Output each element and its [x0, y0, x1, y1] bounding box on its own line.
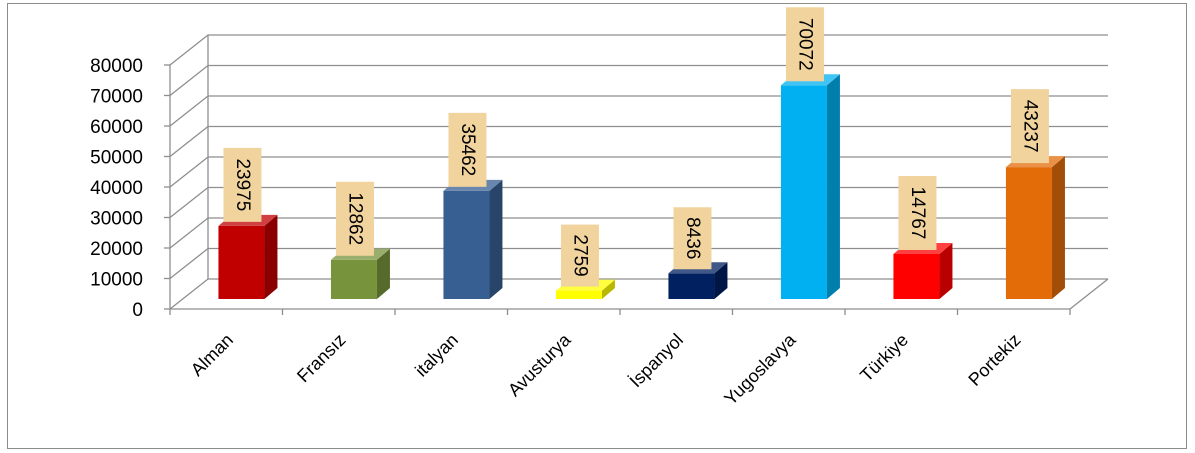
gridline	[169, 156, 1108, 188]
gridline	[169, 217, 1108, 249]
x-category-label: Alman	[187, 330, 237, 380]
bar-front-face	[443, 190, 490, 299]
gridline	[169, 186, 1108, 219]
data-labels: 23975 12862 35462 2759 8436 70072 14767 43237	[223, 7, 1049, 287]
gridline	[169, 247, 1108, 280]
data-label-text: 70072	[794, 18, 815, 71]
data-label: 14767	[898, 175, 937, 250]
y-tick-label: 50000	[90, 148, 143, 169]
data-label-text: 23975	[232, 158, 253, 211]
y-tick-label: 40000	[90, 178, 143, 199]
data-label-box	[560, 224, 599, 287]
y-tick-label: 20000	[90, 239, 143, 260]
bar-front-face	[555, 290, 602, 299]
axes	[164, 64, 1109, 315]
data-label: 70072	[785, 7, 824, 82]
gridline	[169, 95, 1108, 127]
x-category-label: Yugoslavya	[720, 329, 800, 409]
y-tick-label: 80000	[90, 56, 143, 77]
data-label: 8436	[673, 207, 712, 270]
bar-side-face	[264, 214, 278, 299]
y-axis-tick-labels: 0 10000 20000 30000 40000 50000 60000 70000 8000…	[90, 56, 143, 321]
bar-front-face	[218, 225, 265, 299]
x-category-label: italyan	[411, 330, 462, 381]
data-label: 12862	[335, 181, 374, 256]
gridline	[169, 278, 1108, 310]
bar-side-face	[489, 179, 503, 299]
x-category-label: Fransız	[293, 330, 350, 387]
data-label-box	[898, 175, 937, 250]
x-category-label: Avusturya	[504, 329, 575, 400]
data-label: 43237	[1010, 89, 1049, 164]
x-category-label: Portekiz	[964, 330, 1024, 390]
data-label: 35462	[448, 112, 487, 187]
data-label-text: 35462	[457, 123, 478, 176]
bar-front-face	[1005, 167, 1052, 299]
bar-side-face	[1051, 156, 1065, 299]
data-label-box	[1010, 89, 1049, 164]
data-label-box	[223, 147, 262, 222]
bar	[443, 179, 503, 299]
data-label-box	[785, 7, 824, 82]
bar-side-face	[714, 262, 728, 299]
y-tick-label: 10000	[90, 270, 143, 291]
floor-right-edge	[1069, 278, 1109, 310]
bar-front-face	[668, 273, 715, 299]
data-label-text: 43237	[1019, 100, 1040, 153]
gridlines	[169, 34, 1108, 310]
data-label-text: 14767	[907, 187, 928, 240]
data-label-box	[673, 207, 712, 270]
bar-front-face	[893, 253, 940, 299]
category-labels: Alman Fransız italyan Avusturya İspanyol Yugo…	[187, 329, 1025, 409]
gridline	[169, 64, 1108, 97]
bar-front-face	[330, 259, 377, 299]
y-tick-label: 70000	[90, 87, 143, 108]
bar-side-face	[826, 74, 840, 300]
x-category-label: Türkiye	[856, 330, 912, 386]
data-label-text: 8436	[682, 217, 703, 259]
y-tick-label: 60000	[90, 117, 143, 138]
bar	[780, 74, 840, 300]
bar-side-face	[601, 279, 615, 299]
data-label-box	[335, 181, 374, 256]
bar	[893, 242, 953, 299]
y-tick-label: 0	[132, 300, 143, 321]
x-category-label: İspanyol	[626, 330, 688, 392]
bar-side-face	[376, 248, 390, 299]
y-tick-label: 30000	[90, 209, 143, 230]
data-label-box	[448, 112, 487, 187]
data-label-text: 2759	[569, 234, 590, 276]
gridline	[169, 125, 1108, 158]
bar-front-face	[780, 85, 827, 300]
bars	[218, 74, 1065, 300]
bar	[218, 214, 278, 299]
gridline	[169, 34, 1108, 66]
data-label-text: 12862	[344, 192, 365, 245]
data-label: 2759	[560, 224, 599, 287]
data-label: 23975	[223, 147, 262, 222]
bar	[1005, 156, 1065, 299]
bar	[330, 248, 390, 299]
bar-side-face	[939, 242, 953, 299]
